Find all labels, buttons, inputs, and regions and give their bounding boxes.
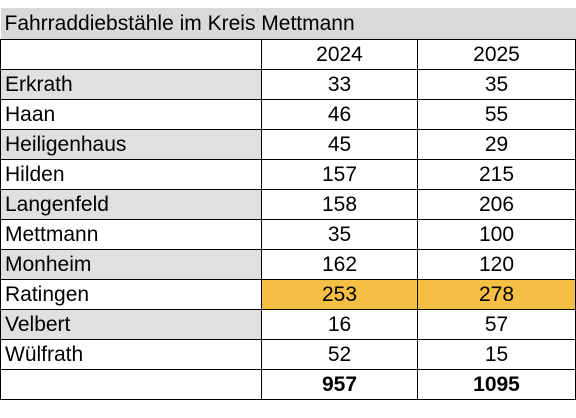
city-name-cell[interactable]: Monheim [0, 249, 262, 280]
table-row-highlighted: Ratingen 253 278 [0, 279, 576, 310]
city-name-cell[interactable]: Haan [0, 99, 262, 130]
city-name-cell[interactable]: Heiligenhaus [0, 129, 262, 160]
table-row: Monheim 162 120 [0, 249, 576, 280]
table-row: Heiligenhaus 45 29 [0, 129, 576, 160]
value-2024-cell[interactable]: 52 [261, 339, 418, 370]
header-row: 2024 2025 [0, 39, 576, 70]
city-name-cell[interactable]: Hilden [0, 159, 262, 190]
value-2024-cell[interactable]: 33 [261, 69, 418, 100]
city-name-cell[interactable]: Mettmann [0, 219, 262, 250]
title-row: Fahrraddiebstähle im Kreis Mettmann [0, 8, 576, 40]
city-name-cell[interactable]: Erkrath [0, 69, 262, 100]
value-2025-cell[interactable]: 215 [417, 159, 576, 190]
table-row: Hilden 157 215 [0, 159, 576, 190]
value-2024-cell[interactable]: 158 [261, 189, 418, 220]
header-year-2024[interactable]: 2024 [261, 39, 418, 70]
table-title[interactable]: Fahrraddiebstähle im Kreis Mettmann [0, 8, 576, 40]
value-2025-cell[interactable]: 29 [417, 129, 576, 160]
city-name-cell[interactable]: Velbert [0, 309, 262, 340]
table-row: Velbert 16 57 [0, 309, 576, 340]
value-2024-cell[interactable]: 35 [261, 219, 418, 250]
city-name-cell[interactable]: Wülfrath [0, 339, 262, 370]
table-row: Mettmann 35 100 [0, 219, 576, 250]
value-2025-cell[interactable]: 120 [417, 249, 576, 280]
table-row: Erkrath 33 35 [0, 69, 576, 100]
totals-row: 957 1095 [0, 369, 576, 400]
value-2025-cell[interactable]: 57 [417, 309, 576, 340]
value-2025-cell[interactable]: 35 [417, 69, 576, 100]
value-2025-cell[interactable]: 100 [417, 219, 576, 250]
value-2024-cell[interactable]: 162 [261, 249, 418, 280]
table-row: Wülfrath 52 15 [0, 339, 576, 370]
totals-label-cell[interactable] [0, 369, 262, 400]
value-2024-cell[interactable]: 45 [261, 129, 418, 160]
total-2025-cell[interactable]: 1095 [417, 369, 576, 400]
total-2024-cell[interactable]: 957 [261, 369, 418, 400]
city-name-cell[interactable]: Ratingen [0, 279, 262, 310]
spreadsheet-table-region: Fahrraddiebstähle im Kreis Mettmann 2024… [0, 8, 576, 400]
value-2025-cell[interactable]: 55 [417, 99, 576, 130]
value-2024-cell[interactable]: 157 [261, 159, 418, 190]
value-2025-cell[interactable]: 15 [417, 339, 576, 370]
value-2024-cell[interactable]: 16 [261, 309, 418, 340]
value-2024-cell-highlighted[interactable]: 253 [261, 279, 418, 310]
value-2025-cell-highlighted[interactable]: 278 [417, 279, 576, 310]
table-row: Haan 46 55 [0, 99, 576, 130]
value-2025-cell[interactable]: 206 [417, 189, 576, 220]
value-2024-cell[interactable]: 46 [261, 99, 418, 130]
table-row: Langenfeld 158 206 [0, 189, 576, 220]
header-corner-cell[interactable] [0, 39, 262, 70]
header-year-2025[interactable]: 2025 [417, 39, 576, 70]
city-name-cell[interactable]: Langenfeld [0, 189, 262, 220]
bike-theft-table: Fahrraddiebstähle im Kreis Mettmann 2024… [0, 8, 576, 400]
